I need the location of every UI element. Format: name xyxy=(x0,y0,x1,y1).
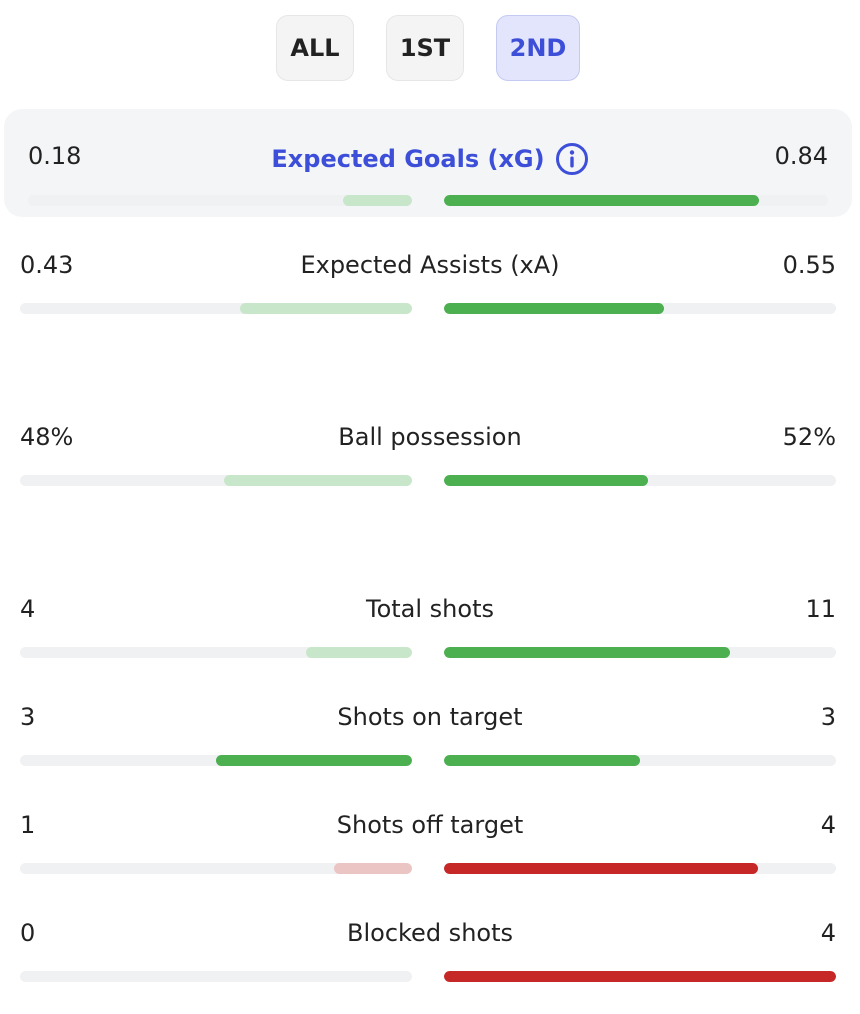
away-value: 0.84 xyxy=(774,142,828,170)
tab-first-half[interactable]: 1ST xyxy=(386,15,464,81)
home-bar-fill xyxy=(333,863,412,874)
home-bar-track xyxy=(20,647,412,658)
away-bar-fill xyxy=(444,971,836,982)
home-value: 3 xyxy=(20,703,36,731)
away-bar-track xyxy=(444,475,836,486)
away-bar-track xyxy=(444,195,828,206)
home-bar-track xyxy=(20,971,412,982)
home-value: 0 xyxy=(20,919,36,947)
stat-label: Blocked shots xyxy=(347,919,513,947)
home-bar-track xyxy=(20,755,412,766)
away-bar-fill xyxy=(444,195,759,206)
away-bar-track xyxy=(444,303,836,314)
period-tabs: ALL 1ST 2ND xyxy=(0,15,860,83)
away-bar-track xyxy=(444,647,836,658)
stat-label: Expected Assists (xA) xyxy=(300,251,560,279)
away-value: 11 xyxy=(805,595,836,623)
tab-second-half[interactable]: 2ND xyxy=(496,15,580,81)
tab-all[interactable]: ALL xyxy=(276,15,354,81)
away-bar-fill xyxy=(444,303,664,314)
home-bar-fill xyxy=(306,647,412,658)
away-bar-track xyxy=(444,755,836,766)
home-bar-fill xyxy=(223,475,412,486)
away-value: 4 xyxy=(820,811,836,839)
home-bar-fill xyxy=(342,195,412,206)
away-value: 3 xyxy=(820,703,836,731)
away-value: 52% xyxy=(782,423,836,451)
away-bar-fill xyxy=(444,475,648,486)
away-bar-fill xyxy=(444,863,758,874)
away-value: 4 xyxy=(820,919,836,947)
stat-label: Shots off target xyxy=(336,811,524,839)
home-bar-fill xyxy=(216,755,412,766)
away-value: 0.55 xyxy=(782,251,836,279)
home-value: 1 xyxy=(20,811,36,839)
away-bar-track xyxy=(444,863,836,874)
away-bar-fill xyxy=(444,647,731,658)
away-bar-track xyxy=(444,971,836,982)
home-bar-track xyxy=(20,475,412,486)
stat-label-group: Expected Goals (xG) xyxy=(271,142,588,176)
stat-label: Shots on target xyxy=(337,703,523,731)
stat-label-wrapper: Expected Goals (xG) xyxy=(0,142,860,176)
stat-label: Expected Goals (xG) xyxy=(271,145,545,173)
home-bar-track xyxy=(20,303,412,314)
home-value: 0.43 xyxy=(20,251,74,279)
home-bar-track xyxy=(20,863,412,874)
home-value: 48% xyxy=(20,423,74,451)
home-value: 0.18 xyxy=(28,142,82,170)
away-bar-fill xyxy=(444,755,640,766)
home-value: 4 xyxy=(20,595,36,623)
stat-label: Ball possession xyxy=(338,423,522,451)
stat-label: Total shots xyxy=(366,595,494,623)
home-bar-fill xyxy=(239,303,412,314)
info-icon[interactable] xyxy=(555,142,589,176)
home-bar-track xyxy=(28,195,412,206)
